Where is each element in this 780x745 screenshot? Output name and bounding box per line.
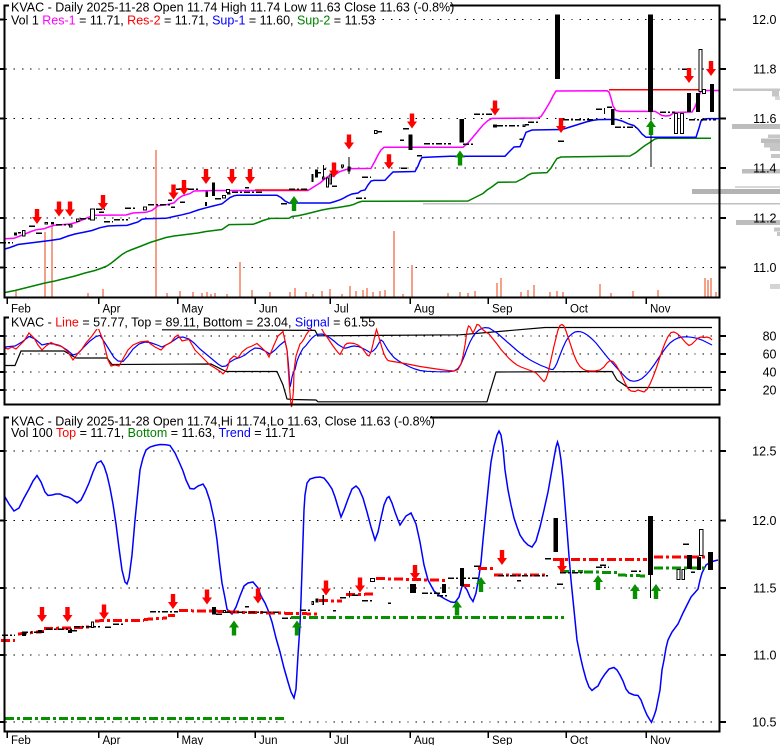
svg-text:11.2: 11.2 bbox=[753, 212, 776, 226]
svg-text:Apr: Apr bbox=[103, 304, 121, 316]
svg-text:Jul: Jul bbox=[334, 304, 349, 316]
svg-text:May: May bbox=[182, 304, 204, 316]
svg-text:11.6: 11.6 bbox=[753, 112, 776, 126]
svg-text:10.5: 10.5 bbox=[752, 716, 776, 730]
svg-text:Jul: Jul bbox=[334, 735, 349, 745]
svg-text:May: May bbox=[182, 735, 204, 745]
svg-text:Nov: Nov bbox=[650, 735, 671, 745]
svg-text:Feb: Feb bbox=[11, 735, 31, 745]
svg-text:11.0: 11.0 bbox=[753, 261, 776, 275]
svg-text:Vol 1 Res-1 = 11.71, Res-2 = 1: Vol 1 Res-1 = 11.71, Res-2 = 11.71, Sup-… bbox=[11, 14, 375, 28]
svg-text:40: 40 bbox=[763, 366, 777, 380]
svg-text:Oct: Oct bbox=[570, 304, 589, 316]
svg-text:11.0: 11.0 bbox=[753, 649, 776, 663]
svg-text:Vol 100 Top = 11.71, Bottom =: Vol 100 Top = 11.71, Bottom = 11.63, Tre… bbox=[11, 426, 295, 440]
svg-text:Sep: Sep bbox=[492, 304, 512, 316]
svg-text:11.8: 11.8 bbox=[753, 63, 776, 77]
svg-text:Feb: Feb bbox=[11, 304, 31, 316]
svg-text:60: 60 bbox=[763, 348, 777, 362]
svg-text:Jun: Jun bbox=[259, 304, 278, 316]
svg-text:80: 80 bbox=[763, 330, 777, 344]
svg-text:Oct: Oct bbox=[570, 735, 589, 745]
svg-text:Jun: Jun bbox=[259, 735, 278, 745]
svg-text:Apr: Apr bbox=[103, 735, 121, 745]
svg-text:Sep: Sep bbox=[492, 735, 512, 745]
svg-text:Nov: Nov bbox=[650, 304, 671, 316]
svg-text:12.0: 12.0 bbox=[752, 514, 776, 528]
svg-text:KVAC - Line = 57.77, Top = 89.: KVAC - Line = 57.77, Top = 89.11, Bottom… bbox=[11, 316, 375, 330]
svg-text:11.5: 11.5 bbox=[753, 582, 776, 596]
svg-text:Aug: Aug bbox=[414, 735, 434, 745]
svg-text:12.0: 12.0 bbox=[752, 13, 776, 27]
svg-text:KVAC - Daily 2025-11-28 Open 1: KVAC - Daily 2025-11-28 Open 11.74,Hi 11… bbox=[11, 415, 435, 429]
svg-text:11.4: 11.4 bbox=[753, 162, 776, 176]
svg-text:KVAC - Daily 2025-11-28 Open 1: KVAC - Daily 2025-11-28 Open 11.74 High … bbox=[11, 1, 454, 15]
svg-text:12.5: 12.5 bbox=[752, 445, 776, 459]
svg-text:20: 20 bbox=[763, 384, 777, 398]
svg-text:Aug: Aug bbox=[414, 304, 434, 316]
